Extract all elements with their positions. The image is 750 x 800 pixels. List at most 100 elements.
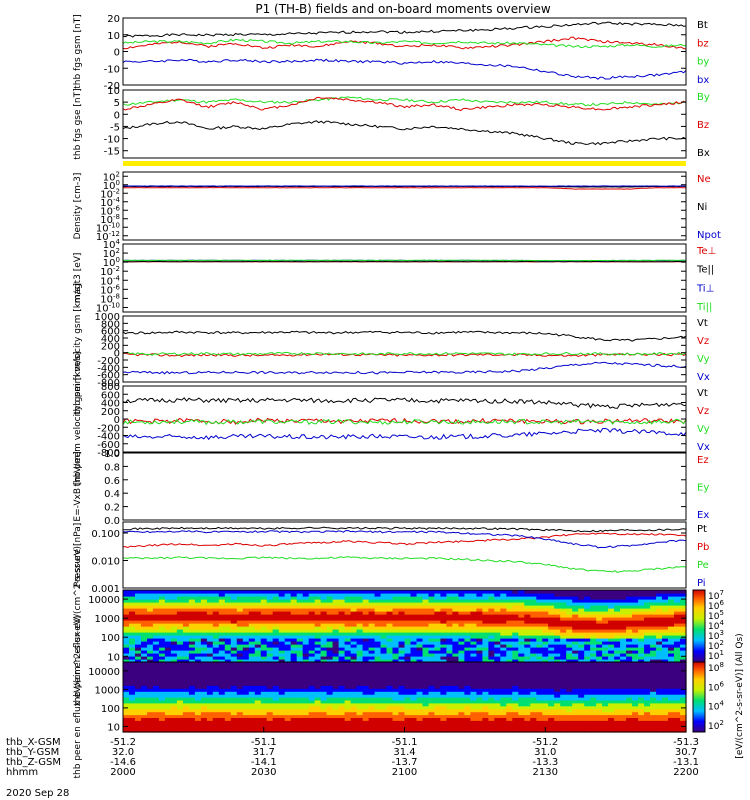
heatmap-cell (344, 729, 352, 733)
heatmap-cell (242, 708, 250, 713)
heatmap-cell (650, 635, 657, 639)
heatmap-cell (248, 644, 256, 648)
heatmap-cell (512, 691, 519, 695)
heatmap-cell (590, 593, 597, 597)
heatmap-cell (272, 632, 280, 636)
heatmap-cell (584, 679, 591, 683)
heatmap-cell (566, 662, 573, 666)
heatmap-cell (440, 711, 447, 716)
heatmap-cell (200, 608, 208, 612)
colorbar-tick-exp: 2 (719, 719, 723, 727)
heatmap-cell (554, 729, 561, 733)
heatmap-cell (518, 632, 525, 636)
heatmap-cell (344, 699, 352, 704)
heatmap-cell (536, 653, 543, 657)
heatmap-cell (620, 602, 627, 606)
heatmap-cell (176, 699, 184, 704)
heatmap-cell (446, 596, 453, 600)
heatmap-cell (266, 667, 274, 672)
heatmap-cell (554, 685, 561, 689)
heatmap-cell (638, 611, 645, 615)
heatmap-cell (656, 723, 663, 727)
heatmap-cell (482, 614, 489, 618)
heatmap-cell (572, 638, 579, 642)
heatmap-cell (188, 623, 196, 627)
heatmap-cell (260, 608, 268, 612)
heatmap-cell (260, 659, 268, 663)
heatmap-cell (308, 676, 316, 681)
heatmap-cell (482, 626, 489, 630)
heatmap-cell (356, 667, 364, 672)
heatmap-cell (392, 679, 400, 683)
heatmap-cell (650, 644, 657, 648)
heatmap-cell (338, 629, 346, 633)
heatmap-cell (302, 723, 310, 727)
heatmap-cell (500, 729, 507, 733)
heatmap-cell (290, 720, 298, 724)
heatmap-cell (147, 691, 154, 695)
heatmap-cell (242, 647, 250, 651)
heatmap-cell (506, 653, 513, 657)
heatmap-cell (446, 664, 453, 669)
y-tick-label: -5 (110, 122, 120, 133)
heatmap-cell (236, 711, 244, 716)
heatmap-cell (332, 647, 340, 651)
heatmap-cell (314, 626, 322, 630)
heatmap-cell (272, 667, 280, 672)
heatmap-cell (674, 647, 681, 651)
heatmap-cell (440, 635, 447, 639)
heatmap-cell (302, 641, 310, 645)
heatmap-cell (392, 599, 400, 603)
heatmap-cell (194, 611, 202, 615)
heatmap-cell (380, 644, 388, 648)
heatmap-cell (488, 662, 495, 666)
heatmap-cell (284, 635, 292, 639)
heatmap-cell (446, 632, 453, 636)
heatmap-cell (524, 593, 531, 597)
heatmap-cell (248, 691, 256, 695)
heatmap-cell (338, 635, 346, 639)
heatmap-cell (374, 608, 382, 612)
heatmap-cell (164, 626, 172, 630)
heatmap-cell (416, 694, 424, 698)
heatmap-cell (129, 626, 136, 630)
heatmap-cell (135, 602, 142, 606)
y-tick-label: 800 (101, 382, 120, 393)
heatmap-cell (656, 602, 663, 606)
heatmap-cell (272, 644, 280, 648)
heatmap-cell (578, 667, 585, 672)
heatmap-cell (578, 679, 585, 683)
heatmap-cell (212, 662, 220, 666)
heatmap-cell (356, 653, 364, 657)
heatmap-cell (488, 726, 495, 730)
heatmap-cell (170, 688, 178, 692)
legend-entry-Ti⊥: Ti⊥ (696, 283, 714, 294)
heatmap-cell (620, 593, 627, 597)
heatmap-cell (620, 626, 627, 630)
heatmap-cell (236, 602, 244, 606)
heatmap-cell (548, 664, 555, 669)
heatmap-cell (476, 694, 483, 698)
heatmap-cell (290, 697, 298, 701)
heatmap-cell (152, 702, 160, 707)
heatmap-cell (368, 662, 376, 666)
heatmap-cell (596, 688, 603, 692)
heatmap-cell (224, 670, 232, 675)
heatmap-cell (452, 670, 459, 675)
heatmap-cell (242, 638, 250, 642)
heatmap-cell (147, 694, 154, 698)
heatmap-cell (368, 650, 376, 654)
heatmap-cell (638, 711, 645, 716)
heatmap-cell (290, 726, 298, 730)
heatmap-cell (296, 699, 304, 704)
y-tick-label: -800 (97, 448, 120, 459)
heatmap-cell (392, 650, 400, 654)
heatmap-cell (440, 593, 447, 597)
heatmap-cell (308, 626, 316, 630)
heatmap-cell (129, 723, 136, 727)
heatmap-cell (530, 670, 537, 675)
heatmap-cell (152, 653, 160, 657)
heatmap-cell (458, 593, 465, 597)
heatmap-cell (608, 688, 615, 692)
heatmap-cell (464, 644, 471, 648)
